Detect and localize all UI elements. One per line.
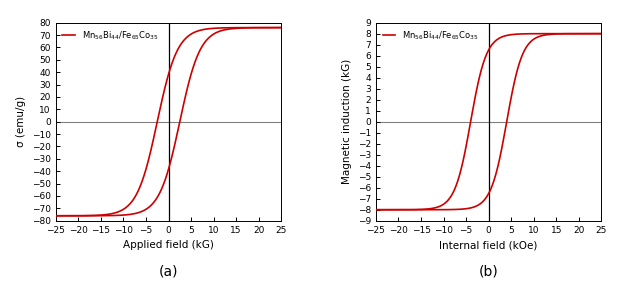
X-axis label: Applied field (kG): Applied field (kG) [123, 240, 214, 250]
Legend: Mn$_{56}$Bi$_{44}$/Fe$_{65}$Co$_{35}$: Mn$_{56}$Bi$_{44}$/Fe$_{65}$Co$_{35}$ [380, 27, 481, 44]
Legend: Mn$_{56}$Bi$_{44}$/Fe$_{65}$Co$_{35}$: Mn$_{56}$Bi$_{44}$/Fe$_{65}$Co$_{35}$ [60, 27, 161, 44]
Y-axis label: Magnetic induction (kG): Magnetic induction (kG) [342, 59, 352, 184]
X-axis label: Internal field (kOe): Internal field (kOe) [440, 240, 538, 250]
Text: (b): (b) [479, 264, 498, 278]
Text: (a): (a) [159, 264, 179, 278]
Y-axis label: σ (emu/g): σ (emu/g) [16, 96, 27, 147]
